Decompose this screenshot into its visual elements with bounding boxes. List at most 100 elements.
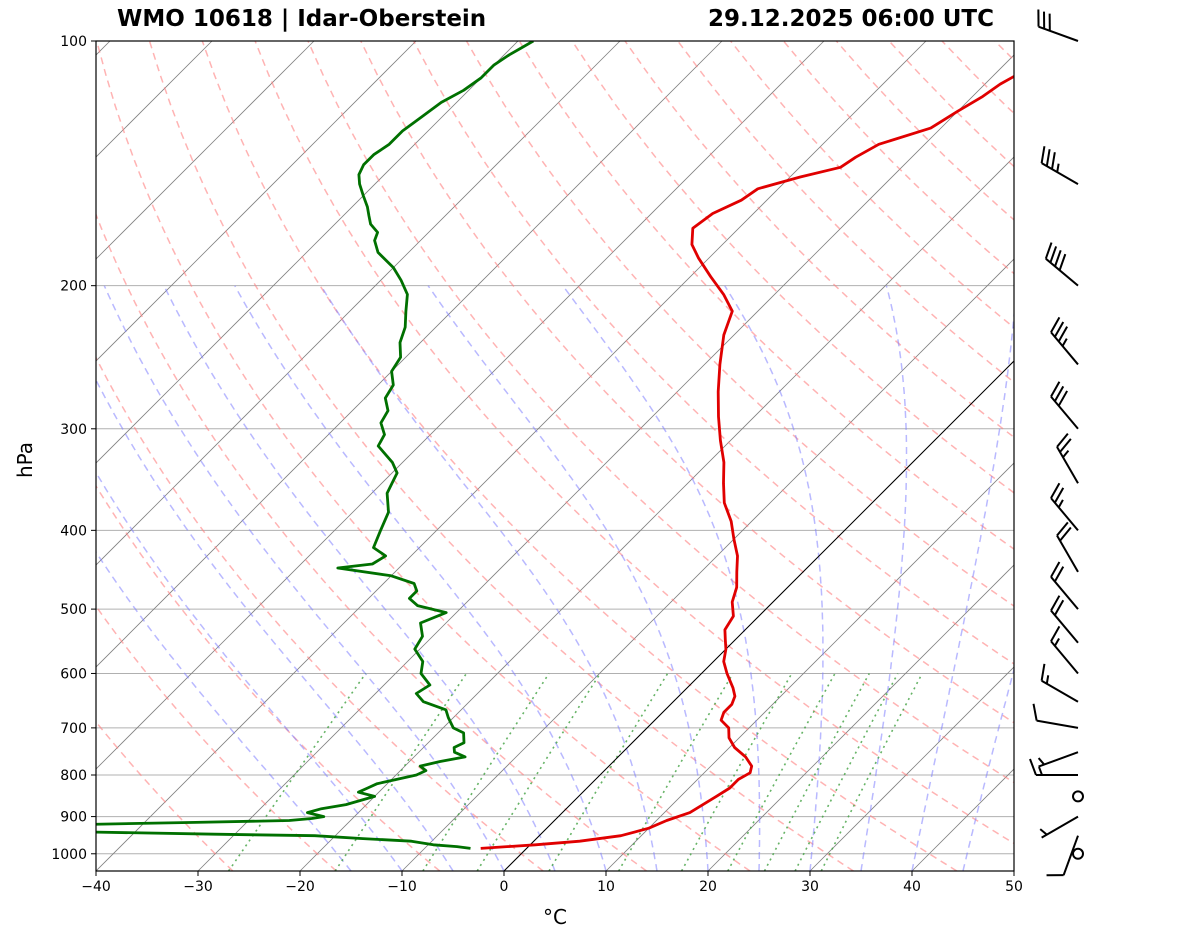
y-tick-label: 900 xyxy=(60,810,87,826)
wind-barb-flag xyxy=(1053,321,1065,338)
wind-barb-staff xyxy=(1050,609,1079,644)
y-tick-label: 200 xyxy=(60,279,87,295)
dry-adiabat-line xyxy=(307,41,1014,784)
wind-barb xyxy=(1050,625,1079,675)
wind-barb-staff xyxy=(1041,679,1079,703)
moist-adiabat-line xyxy=(911,307,1014,871)
wind-barb-staff xyxy=(1056,446,1079,484)
dry-adiabat-line xyxy=(96,41,751,871)
wind-barb-flag xyxy=(1032,703,1038,721)
wind-barb-flag xyxy=(1058,253,1067,271)
dry-adiabat-line xyxy=(96,605,337,871)
wind-barb xyxy=(1032,703,1079,729)
wind-barb-flag xyxy=(1056,433,1069,448)
x-tick-label: 0 xyxy=(500,879,509,895)
wind-barb-staff xyxy=(1050,395,1079,430)
wind-barb-flag xyxy=(1050,381,1061,398)
zero-isotherm-line xyxy=(503,360,1014,871)
wind-barb-staff xyxy=(1041,162,1079,185)
wind-barb xyxy=(1056,521,1079,573)
wind-barb-flag xyxy=(1053,385,1065,402)
wind-barb-flag xyxy=(1044,242,1053,260)
wind-barb-staff xyxy=(1062,835,1079,876)
x-tick-label: 30 xyxy=(801,879,819,895)
wind-barb-flag xyxy=(1056,521,1069,537)
wind-barb-staff xyxy=(1045,257,1079,287)
mixing-ratio-line xyxy=(476,673,601,871)
wind-barb-flag xyxy=(1059,438,1072,453)
wind-barb-flag xyxy=(1056,163,1060,173)
isotherm-line xyxy=(1116,41,1181,871)
mixing-ratio-line xyxy=(334,673,468,871)
isotherm-line xyxy=(401,258,1014,871)
wind-barb-flag xyxy=(1038,766,1043,776)
profile-series xyxy=(96,41,1014,871)
mixing-ratio-line xyxy=(727,673,836,871)
moist-adiabat-line xyxy=(234,285,607,871)
wind-barb-flag xyxy=(1053,487,1065,504)
mixing-ratio-line xyxy=(820,673,923,871)
wind-barb-flag xyxy=(1061,338,1068,347)
wind-barb-flag xyxy=(1053,566,1065,583)
x-axis-label: °C xyxy=(543,905,567,929)
background-grid xyxy=(96,41,1181,871)
chart-title-station: WMO 10618 | Idar-Oberstein xyxy=(117,6,487,32)
dry-adiabat-line xyxy=(1101,41,1181,871)
plot-frame xyxy=(95,40,1015,872)
mixing-ratio-line xyxy=(227,673,367,871)
wind-barb-flag xyxy=(1054,249,1062,267)
isotherm-line xyxy=(96,41,723,668)
calm-wind-circle xyxy=(1072,790,1084,803)
wind-barb-flag xyxy=(1050,561,1061,578)
wind-barb-staff xyxy=(1036,719,1079,729)
wind-barb xyxy=(1056,433,1079,484)
wind-barb-flag xyxy=(1051,152,1056,170)
wind-barb-flag xyxy=(1037,757,1045,766)
wind-barb xyxy=(1044,242,1079,287)
moist-adiabat-line xyxy=(163,285,556,871)
wind-barb xyxy=(1046,835,1079,877)
wind-barb-flag xyxy=(1053,599,1065,616)
dry-adiabat-line xyxy=(888,41,1014,168)
wind-barb xyxy=(1050,561,1079,610)
wind-barb xyxy=(1040,663,1079,703)
isotherm-line xyxy=(96,41,621,566)
dry-adiabat-line xyxy=(465,41,1014,607)
wind-barb-flag xyxy=(1050,595,1061,612)
wind-barb-flag xyxy=(1039,828,1048,836)
isotherm-line xyxy=(197,54,1014,871)
wind-barb-staff xyxy=(1050,576,1079,610)
dry-adiabat-line xyxy=(360,41,1014,724)
mixing-ratio-line xyxy=(763,673,871,871)
dry-adiabat-line xyxy=(994,41,1014,62)
mixing-ratio-line xyxy=(680,673,793,871)
dry-adiabat-line xyxy=(624,41,1014,439)
wind-barb-flag xyxy=(1062,449,1070,458)
dewpoint-line xyxy=(96,41,535,850)
wind-barb xyxy=(1050,595,1079,644)
mixing-ratio-line xyxy=(618,673,734,871)
x-tick-label: −30 xyxy=(183,879,213,895)
wind-barb-flag xyxy=(1045,675,1050,684)
calm-wind-circle xyxy=(1072,847,1084,860)
dry-adiabat-line xyxy=(96,484,441,871)
x-tick-label: 40 xyxy=(903,879,921,895)
y-axis-label: hPa xyxy=(13,442,37,478)
dry-adiabat-line xyxy=(1048,41,1181,871)
temperature-line xyxy=(480,74,1014,850)
mixing-ratio-line xyxy=(548,673,669,871)
wind-barb-staff xyxy=(1038,751,1079,768)
wind-barb xyxy=(1050,482,1079,531)
wind-barb xyxy=(1050,381,1079,430)
x-tick-label: 20 xyxy=(699,879,717,895)
dry-adiabat-line xyxy=(96,212,647,871)
wind-barb-flag xyxy=(1057,326,1068,342)
wind-barb-flag xyxy=(1053,637,1060,647)
x-tick-label: 50 xyxy=(1005,879,1023,895)
wind-barbs xyxy=(1029,9,1084,877)
moist-adiabat-line xyxy=(103,285,505,871)
wind-barb-flag xyxy=(1049,246,1058,263)
dry-adiabat-line xyxy=(571,41,1014,494)
moist-adiabat-line xyxy=(427,285,709,871)
